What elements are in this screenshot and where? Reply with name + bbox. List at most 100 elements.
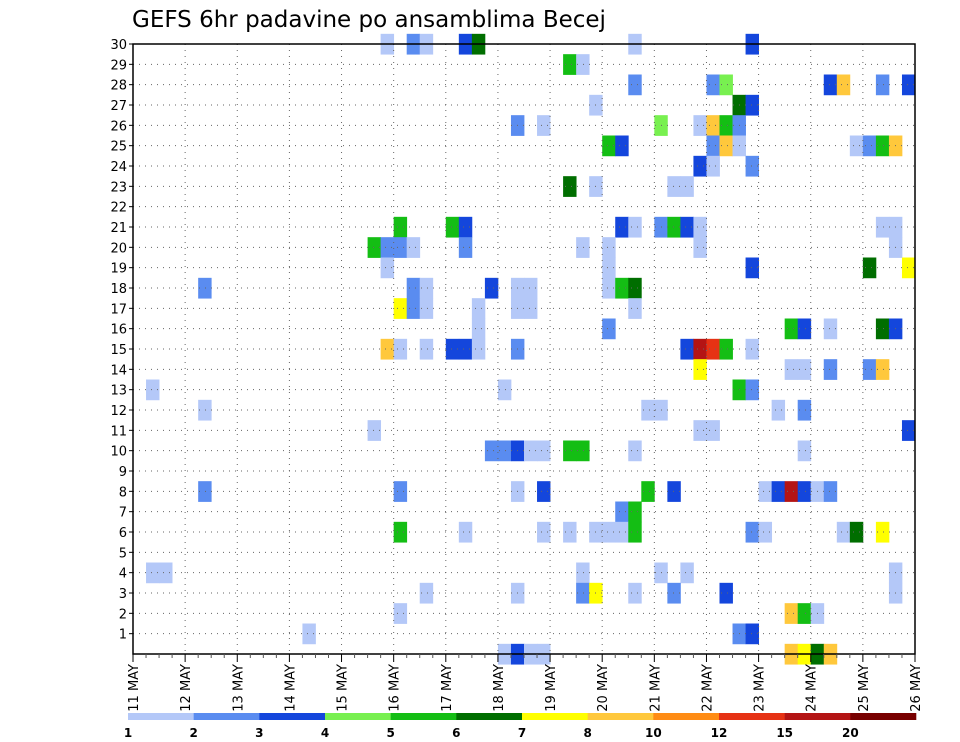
heatmap-cell (641, 481, 655, 502)
heatmap-cell (406, 298, 421, 319)
heatmap-cell (745, 379, 759, 401)
heatmap-cell (797, 399, 812, 421)
heatmap-cell (862, 257, 877, 279)
x-axis: 11 MAY 12 MAY 13 MAY 14 MAY 15 MAY 16 MAY 17 M… (127, 654, 924, 712)
colorbar-tick-label: 8 (583, 726, 591, 740)
heatmap-cell (719, 582, 733, 604)
heatmap-cell (563, 54, 577, 75)
heatmap-cell (628, 298, 642, 319)
colorbar-tick-label: 10 (645, 726, 662, 740)
x-tick-label: 11 MAY (127, 664, 142, 712)
heatmap-cell (406, 277, 421, 299)
heatmap-cell (706, 155, 720, 177)
y-tick-label: 11 (110, 424, 127, 439)
heatmap-cell (680, 176, 694, 197)
heatmap-cell (693, 420, 707, 441)
colorbar-swatch (456, 713, 523, 720)
heatmap-cell (849, 521, 864, 543)
x-tick-label: 21 MAY (648, 664, 663, 712)
heatmap-cell (537, 481, 551, 502)
y-tick-label: 1 (119, 628, 127, 643)
y-tick-label: 21 (110, 221, 127, 236)
heatmap-cell (745, 257, 759, 279)
y-tick-label: 8 (119, 485, 127, 500)
heatmap-cell (367, 420, 382, 441)
heatmap-cell (771, 399, 786, 421)
heatmap-cell (706, 338, 720, 360)
heatmap-cell (693, 216, 707, 238)
heatmap-cell (628, 74, 642, 96)
x-tick-label: 19 MAY (544, 664, 559, 712)
heatmap-cell (458, 237, 473, 258)
heatmap-cell (393, 603, 408, 624)
heatmap-cell (419, 298, 434, 319)
x-tick-label: 22 MAY (700, 664, 715, 712)
y-tick-label: 29 (110, 58, 127, 73)
heatmap-cell (458, 338, 473, 360)
heatmap-cell (745, 521, 759, 543)
heatmap-cell (745, 338, 759, 360)
heatmap-cell (784, 481, 799, 502)
x-tick-label: 17 MAY (440, 664, 455, 712)
heatmap-cell (419, 338, 434, 360)
heatmap-cell (758, 481, 773, 502)
heatmap-cell (784, 603, 799, 624)
heatmap-cell (875, 216, 890, 238)
y-tick-label: 26 (110, 119, 127, 134)
heatmap-cell (380, 338, 395, 360)
heatmap-cell (367, 237, 382, 258)
heatmap-cell (628, 440, 642, 462)
y-tick-label: 28 (110, 79, 127, 94)
heatmap-cell (901, 420, 916, 441)
colorbar-tick-label: 3 (255, 726, 263, 740)
heatmap-cell (445, 338, 460, 360)
heatmap-cell (862, 135, 877, 157)
heatmap-cell (719, 338, 733, 360)
heatmap-cell (680, 216, 694, 238)
heatmap-cell (393, 521, 408, 543)
heatmap-cell (602, 318, 616, 340)
y-tick-label: 6 (119, 526, 127, 541)
heatmap-cell (146, 379, 160, 401)
heatmap-cell (641, 399, 655, 421)
colorbar-swatch (719, 713, 785, 720)
heatmap-cell (797, 318, 812, 340)
y-tick-label: 4 (119, 567, 127, 582)
heatmap-cell (771, 481, 786, 502)
colorbar-swatch (128, 713, 194, 720)
heatmap-cell (576, 582, 590, 604)
heatmap-cell (602, 277, 616, 299)
heatmap-cell (706, 135, 720, 157)
heatmap-cell (380, 257, 395, 279)
colorbar-tick-label: 7 (518, 726, 526, 740)
colorbar-swatch (259, 713, 326, 720)
heatmap-cell (615, 216, 629, 238)
y-tick-label: 16 (110, 323, 127, 338)
heatmap-cell (524, 298, 538, 319)
x-tick-label: 23 MAY (753, 664, 768, 712)
colorbar-tick-label: 1 (124, 726, 132, 740)
heatmap-cell (146, 562, 160, 584)
colorbar-swatch (653, 713, 720, 720)
heatmap-cell (406, 237, 421, 258)
y-tick-label: 9 (119, 465, 127, 480)
colorbar-tick-label: 2 (189, 726, 197, 740)
heatmap-cell (823, 359, 838, 380)
heatmap-cell (823, 318, 838, 340)
heatmap-cell (159, 562, 173, 584)
heatmap-cell (693, 237, 707, 258)
heatmap-cell (667, 216, 681, 238)
heatmap-cell (497, 440, 512, 462)
heatmap-cell (615, 521, 629, 543)
heatmap-cell (875, 521, 890, 543)
heatmap-cell (719, 135, 733, 157)
heatmap-cell (393, 216, 408, 238)
heatmap-cell (706, 420, 720, 441)
heatmap-cell (745, 623, 759, 645)
heatmap-cell (615, 501, 629, 523)
heatmap-cell (602, 521, 616, 543)
heatmap-cell (667, 582, 681, 604)
heatmap-cell (823, 74, 838, 96)
colorbar-swatch (522, 713, 588, 720)
heatmap-cell (615, 277, 629, 299)
